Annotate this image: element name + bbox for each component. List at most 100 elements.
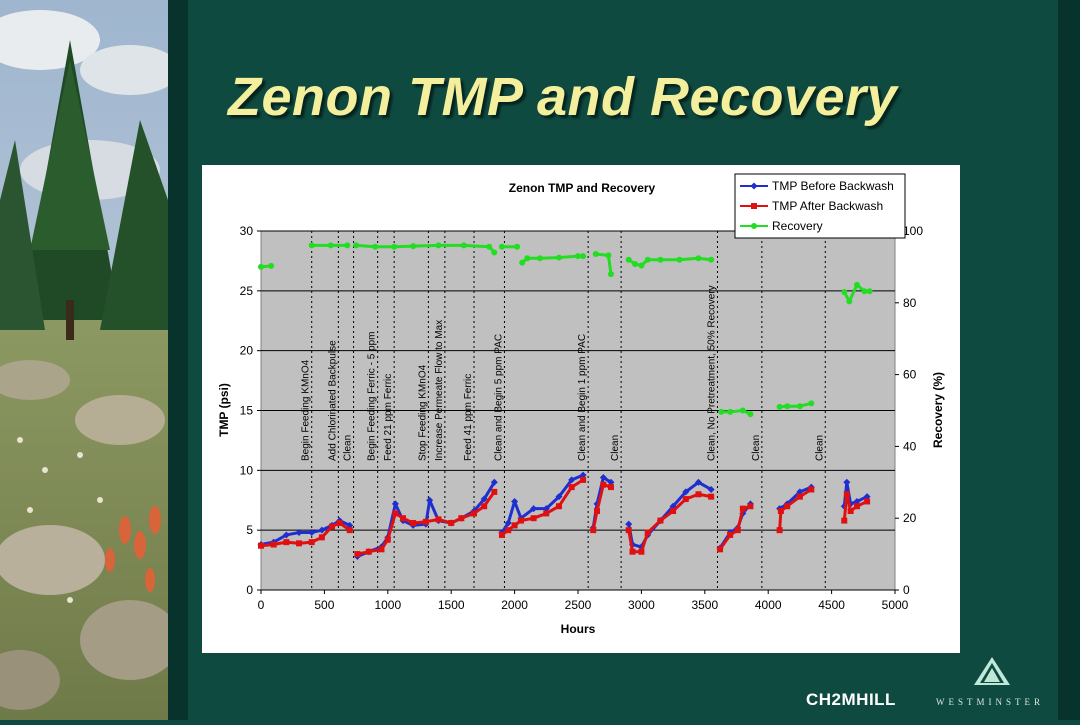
x-axis-label: Hours xyxy=(561,622,596,636)
annotation-label: Increase Permeate Flow to Max xyxy=(434,320,445,461)
tmp-after-point xyxy=(629,548,636,555)
tmp-before-point xyxy=(607,478,615,486)
recovery-point xyxy=(308,242,315,249)
tmp-after-point xyxy=(336,519,343,526)
tmp-after-point xyxy=(734,527,741,534)
tmp-after-point xyxy=(625,527,632,534)
y2-tick-label: 60 xyxy=(903,368,917,382)
tmp-after-point xyxy=(644,529,651,536)
recovery-point xyxy=(524,255,531,262)
tmp-before-point xyxy=(796,488,804,496)
tmp-after-point xyxy=(864,498,871,505)
slide-right-edge xyxy=(1058,0,1080,720)
annotation-label: Feed 21 ppm Ferric xyxy=(383,374,394,461)
tmp-before-point xyxy=(504,519,512,527)
recovery-point xyxy=(575,253,581,260)
tmp-after-point xyxy=(543,510,550,517)
tmp-after-point xyxy=(843,491,850,498)
annotation-label: Clean xyxy=(751,435,762,461)
series-line-2 xyxy=(591,483,613,532)
x-tick-label: 1500 xyxy=(438,598,465,612)
recovery-point xyxy=(657,256,664,263)
tmp-after-point xyxy=(670,508,677,515)
tmp-after-point xyxy=(530,515,537,522)
tmp-after-point xyxy=(841,517,848,524)
tmp-after-point xyxy=(607,484,614,491)
recovery-point xyxy=(796,403,803,410)
tmp-before-point xyxy=(480,495,488,503)
series-line-1 xyxy=(778,485,813,511)
tmp-before-point xyxy=(308,529,316,537)
recovery-point xyxy=(808,400,815,407)
tmp-after-point xyxy=(384,536,391,543)
westminster-logo-icon xyxy=(972,655,1012,696)
recovery-point xyxy=(580,253,587,260)
y2-tick-label: 40 xyxy=(903,439,917,453)
x-tick-label: 3500 xyxy=(691,598,718,612)
recovery-point xyxy=(751,223,757,229)
tmp-before-point xyxy=(318,526,326,534)
legend-label: TMP After Backwash xyxy=(772,199,883,213)
annotation-label: Add Chlorinated Backpulse xyxy=(327,340,338,461)
annotation-label: Clean, No Pretreatment, 50% Recovery xyxy=(706,285,717,461)
x-tick-label: 2500 xyxy=(565,598,592,612)
x-tick-label: 0 xyxy=(258,598,265,612)
tmp-after-point xyxy=(270,541,277,548)
legend-label: Recovery xyxy=(772,219,823,233)
westminster-logo: WESTMINSTER xyxy=(936,697,1044,707)
tmp-after-point xyxy=(747,503,754,510)
tmp-after-point xyxy=(717,546,724,553)
x-tick-label: 4000 xyxy=(755,598,782,612)
y-tick-label: 25 xyxy=(240,284,254,298)
tmp-before-point xyxy=(843,478,851,486)
y2-tick-label: 80 xyxy=(903,296,917,310)
tmp-after-point xyxy=(517,517,524,524)
chart-title: Zenon TMP and Recovery xyxy=(509,181,656,195)
recovery-point xyxy=(784,403,791,410)
recovery-point xyxy=(718,408,725,415)
tmp-after-point xyxy=(481,503,488,510)
tmp-after-point xyxy=(695,491,702,498)
recovery-point xyxy=(739,407,746,414)
tmp-after-point xyxy=(555,503,562,510)
recovery-point xyxy=(391,243,398,250)
tmp-before-point xyxy=(599,474,607,482)
tmp-before-point xyxy=(579,471,587,479)
tmp-before-point xyxy=(555,493,563,501)
slide-divider xyxy=(168,0,188,720)
annotation-label: Begin Feeding KMnO4 xyxy=(301,359,312,461)
tmp-before-point xyxy=(853,497,861,505)
tmp-after-point xyxy=(296,540,303,547)
recovery-point xyxy=(866,288,873,295)
recovery-point xyxy=(327,242,334,249)
legend-label: TMP Before Backwash xyxy=(772,179,894,193)
tmp-after-point xyxy=(329,523,336,530)
tmp-after-point xyxy=(739,505,746,512)
tmp-before-point xyxy=(490,478,498,486)
recovery-point xyxy=(676,256,683,263)
tmp-after-point xyxy=(638,548,645,555)
x-tick-label: 2000 xyxy=(501,598,528,612)
tmp-after-point xyxy=(458,515,465,522)
x-tick-label: 4500 xyxy=(818,598,845,612)
tmp-before-point xyxy=(530,505,538,513)
annotation-label: Begin Feeding Ferric - 5 ppm xyxy=(367,331,378,461)
tmp-after-point xyxy=(511,522,518,529)
series-line-3 xyxy=(778,401,813,409)
recovery-point xyxy=(853,281,860,288)
tmp-before-point xyxy=(282,531,290,539)
tmp-after-point xyxy=(400,515,407,522)
recovery-point xyxy=(747,411,754,418)
series-line-3 xyxy=(354,243,496,255)
tmp-before-point xyxy=(863,493,871,501)
tmp-after-point xyxy=(657,517,664,524)
tmp-after-point xyxy=(435,516,442,523)
y2-tick-label: 100 xyxy=(903,224,923,238)
tmp-before-point xyxy=(568,476,576,484)
tmp-after-point xyxy=(847,508,854,515)
tmp-after-point xyxy=(594,508,601,515)
tmp-after-point xyxy=(308,539,315,546)
recovery-point xyxy=(708,256,715,263)
ch2mhill-logo: CH2MHILL xyxy=(806,690,896,709)
